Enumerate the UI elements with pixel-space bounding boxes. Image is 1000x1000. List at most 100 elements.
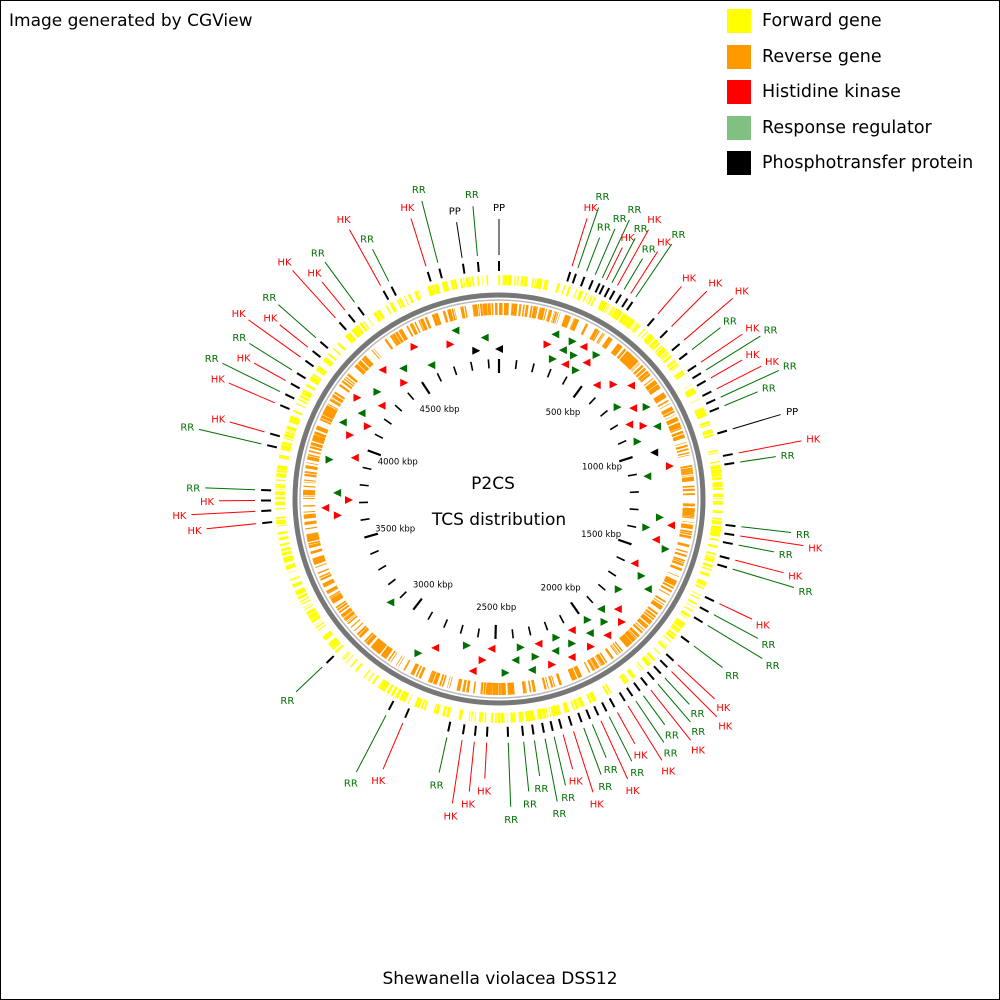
- reverse-gene-mark: [448, 676, 453, 689]
- forward-gene-mark: [281, 550, 293, 556]
- forward-gene-mark: [680, 609, 691, 618]
- forward-gene-mark: [712, 518, 723, 520]
- forward-gene-mark: [699, 570, 711, 577]
- major-tick: [572, 385, 583, 399]
- forward-gene-mark: [275, 485, 286, 489]
- forward-gene-mark: [709, 460, 720, 464]
- reverse-gene-mark: [434, 313, 441, 326]
- minor-tick: [616, 555, 626, 562]
- tick-label: 1000 kbp: [582, 463, 622, 473]
- feature-callout-line: [562, 734, 574, 770]
- feature-callout-line: [571, 218, 588, 267]
- forward-gene-mark: [474, 711, 477, 722]
- feature-triangle: [353, 393, 362, 402]
- reverse-gene-mark: [303, 481, 316, 484]
- feature-label: HK: [626, 786, 641, 797]
- feature-marker: [579, 276, 586, 287]
- reverse-gene-mark: [303, 510, 316, 513]
- feature-callout-line: [741, 526, 792, 533]
- tick-label: 4500 kbp: [420, 405, 460, 415]
- reverse-gene-mark: [331, 595, 344, 604]
- forward-gene-mark: [629, 321, 636, 330]
- reverse-gene-mark: [340, 607, 351, 616]
- forward-gene-mark: [578, 696, 585, 708]
- forward-gene-mark: [570, 700, 575, 711]
- forward-gene-mark: [551, 705, 557, 717]
- feature-label: HK: [371, 776, 386, 787]
- reverse-gene-mark: [632, 623, 644, 634]
- feature-triangle: [585, 629, 594, 638]
- reverse-gene-mark: [436, 312, 442, 325]
- reverse-gene-mark: [597, 333, 605, 344]
- reverse-gene-mark: [633, 364, 643, 374]
- reverse-gene-mark: [673, 556, 686, 562]
- forward-gene-mark: [711, 469, 722, 472]
- forward-gene-mark: [667, 360, 677, 369]
- forward-gene-mark: [582, 292, 588, 303]
- reverse-gene-mark: [527, 680, 532, 693]
- feature-label: RR: [642, 244, 656, 255]
- feature-triangle: [639, 421, 648, 430]
- forward-gene-mark: [635, 663, 642, 672]
- forward-gene-mark: [476, 275, 480, 287]
- reverse-gene-mark: [338, 604, 350, 614]
- feature-marker: [296, 372, 307, 380]
- reverse-gene-mark: [648, 606, 659, 614]
- reverse-gene-mark: [412, 663, 420, 676]
- reverse-gene-mark: [643, 611, 655, 621]
- reverse-gene-mark: [464, 305, 468, 318]
- reverse-gene-mark: [357, 362, 368, 372]
- forward-gene-mark: [541, 708, 546, 719]
- forward-gene-mark: [648, 338, 657, 348]
- reverse-gene-mark: [510, 682, 513, 695]
- reverse-gene-mark: [433, 313, 439, 326]
- feature-triangle: [451, 326, 460, 335]
- feature-triangle: [651, 535, 660, 544]
- reverse-gene-mark: [682, 478, 695, 483]
- reverse-gene-mark: [332, 394, 344, 403]
- feature-callout-line: [222, 362, 281, 392]
- forward-gene-mark: [327, 352, 337, 361]
- forward-gene-mark: [513, 712, 516, 723]
- reverse-gene-mark: [661, 585, 673, 592]
- tick-label: 3000 kbp: [413, 580, 453, 590]
- feature-callout-line: [372, 248, 390, 282]
- forward-gene-mark: [275, 483, 286, 486]
- minor-tick: [394, 404, 403, 412]
- feature-marker: [390, 286, 397, 297]
- forward-gene-mark: [686, 391, 697, 399]
- forward-gene-mark: [296, 402, 306, 409]
- forward-gene-mark: [470, 711, 474, 722]
- reverse-gene-mark: [418, 319, 425, 332]
- minor-tick: [600, 409, 609, 417]
- forward-gene-mark: [659, 351, 669, 360]
- forward-gene-mark: [545, 280, 549, 291]
- reverse-gene-mark: [675, 548, 688, 553]
- forward-gene-mark: [573, 288, 578, 299]
- reverse-gene-mark: [541, 677, 547, 690]
- forward-gene-mark: [317, 624, 327, 632]
- reverse-gene-mark: [622, 353, 632, 364]
- feature-callout-line: [664, 677, 690, 705]
- reverse-gene-mark: [546, 309, 550, 322]
- feature-marker: [704, 595, 715, 603]
- feature-triangle: [582, 358, 591, 367]
- feature-marker: [284, 393, 295, 400]
- forward-gene-mark: [314, 619, 323, 626]
- forward-gene-mark: [324, 356, 334, 366]
- reverse-gene-mark: [674, 441, 687, 446]
- forward-gene-mark: [342, 652, 351, 661]
- feature-marker: [473, 725, 477, 736]
- reverse-gene-mark: [619, 637, 629, 647]
- reverse-gene-mark: [395, 655, 403, 666]
- forward-gene-mark: [531, 277, 535, 288]
- forward-gene-mark: [535, 278, 540, 289]
- reverse-gene-mark: [366, 634, 377, 646]
- forward-gene-mark: [641, 657, 650, 667]
- minor-tick: [452, 366, 458, 376]
- reverse-gene-mark: [571, 318, 579, 331]
- forward-gene-mark: [510, 712, 512, 723]
- forward-gene-mark: [704, 556, 715, 563]
- feature-callout-line: [591, 724, 607, 758]
- reverse-gene-mark: [617, 349, 627, 360]
